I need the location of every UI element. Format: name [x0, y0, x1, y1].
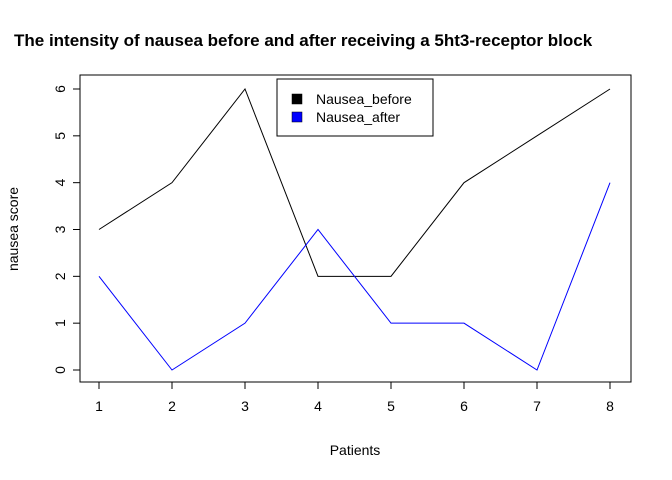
chart-title: The intensity of nausea before and after…	[14, 31, 593, 50]
legend-swatch	[291, 111, 303, 123]
legend-label: Nausea_before	[316, 91, 412, 107]
y-tick-label: 0	[52, 366, 68, 374]
legend-box	[276, 78, 434, 137]
y-tick-label: 4	[52, 179, 68, 187]
y-tick-label: 3	[52, 225, 68, 233]
series-layer	[98, 87, 611, 371]
y-axis-label: nausea score	[5, 187, 21, 271]
x-tick-label: 8	[606, 398, 614, 414]
legend: Nausea_before Nausea_after	[276, 78, 434, 137]
x-tick-label: 6	[460, 398, 468, 414]
y-tick-label: 6	[52, 85, 68, 93]
x-tick-label: 3	[241, 398, 249, 414]
y-axis: 0 1 2 3 4 5 6	[52, 85, 81, 374]
x-axis-label: Patients	[330, 442, 381, 458]
x-axis: 1 2 3 4 5 6 7 8	[95, 381, 614, 414]
series-line-nausea-after	[98, 182, 611, 371]
x-tick-label: 2	[168, 398, 176, 414]
x-tick-label: 5	[387, 398, 395, 414]
x-tick-label: 4	[314, 398, 322, 414]
y-tick-label: 2	[52, 272, 68, 280]
y-tick-label: 1	[52, 319, 68, 327]
legend-label: Nausea_after	[316, 109, 400, 125]
x-tick-label: 7	[533, 398, 541, 414]
x-tick-label: 1	[95, 398, 103, 414]
y-tick-label: 5	[52, 132, 68, 140]
legend-swatch	[291, 93, 303, 105]
